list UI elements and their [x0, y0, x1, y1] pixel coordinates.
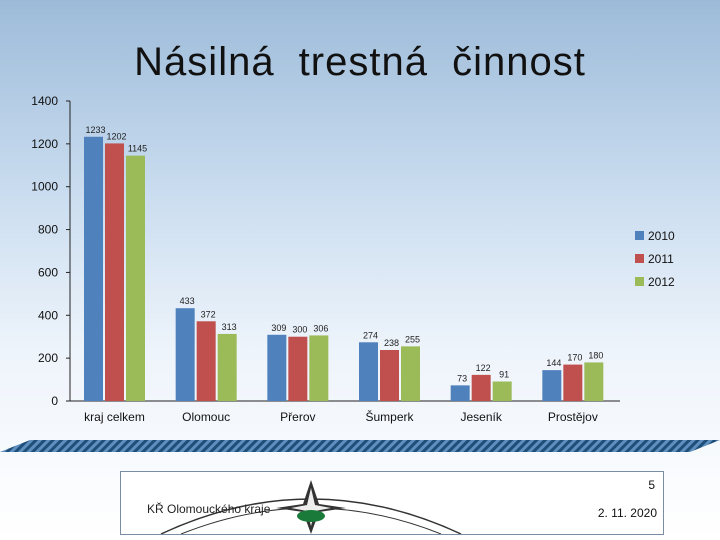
- data-label: 306: [313, 323, 328, 333]
- page-number: 5: [648, 478, 655, 492]
- y-axis: 0 200 400 600 800 1000 1200 1400: [31, 94, 620, 408]
- police-star-emblem: [160, 480, 462, 534]
- data-label: 122: [476, 363, 491, 373]
- bar: [309, 335, 329, 401]
- y-tick-label: 0: [51, 394, 58, 408]
- category-label: Prostějov: [548, 410, 598, 424]
- data-label: 144: [546, 358, 561, 368]
- legend-swatch: [635, 231, 644, 240]
- footer-box: KŘ Olomouckého kraje 5 2. 11. 2020: [120, 471, 664, 535]
- bar: [359, 342, 378, 401]
- bar: [401, 346, 420, 401]
- data-label: 309: [271, 323, 286, 333]
- bar: [471, 374, 491, 401]
- data-label: 180: [588, 350, 603, 360]
- bar: [196, 321, 216, 401]
- footer-stripe: [0, 440, 720, 452]
- data-label: 372: [201, 309, 216, 319]
- data-label: 274: [363, 330, 378, 340]
- legend-swatch: [635, 277, 644, 286]
- data-label: 1233: [85, 125, 105, 135]
- bar: [584, 362, 604, 401]
- y-tick-label: 200: [38, 351, 58, 365]
- bar: [288, 336, 308, 401]
- legend: 2010 2011 2012: [635, 229, 675, 289]
- bar: [126, 155, 145, 401]
- bar: [84, 136, 103, 402]
- bar: [450, 385, 470, 401]
- bar: [105, 143, 124, 401]
- y-tick-label: 800: [38, 223, 58, 237]
- bars: [84, 136, 604, 402]
- category-label: Jeseník: [460, 410, 502, 424]
- bar: [175, 308, 195, 401]
- data-label: 1145: [128, 144, 147, 154]
- legend-entry: 2011: [648, 252, 674, 266]
- legend-swatch: [635, 254, 644, 263]
- footer-date: 2. 11. 2020: [597, 506, 657, 520]
- data-label: 170: [567, 353, 582, 363]
- data-label: 300: [292, 325, 307, 335]
- y-tick-label: 1400: [31, 94, 58, 108]
- footer-organization: KŘ Olomouckého kraje: [147, 502, 271, 516]
- y-tick-label: 400: [38, 308, 58, 322]
- category-label: kraj celkem: [84, 410, 145, 424]
- category-label: Šumperk: [365, 409, 414, 424]
- bar: [492, 381, 512, 401]
- y-tick-label: 1000: [31, 180, 58, 194]
- bar: [542, 370, 562, 401]
- category-label: Olomouc: [182, 410, 230, 424]
- data-label: 433: [180, 296, 195, 306]
- data-label: 91: [499, 370, 509, 380]
- bar: [217, 333, 237, 401]
- slide-title: Násilná trestná činnost: [134, 40, 586, 84]
- y-tick-label: 1200: [31, 137, 58, 151]
- data-label: 255: [405, 334, 420, 344]
- bar: [267, 334, 287, 401]
- bar: [380, 350, 399, 401]
- data-label: 313: [222, 322, 237, 332]
- data-label: 238: [384, 338, 399, 348]
- x-axis-categories: kraj celkem Olomouc Přerov Šumperk Jeseník Pr…: [84, 409, 598, 424]
- category-label: Přerov: [280, 410, 315, 424]
- y-tick-label: 600: [38, 265, 58, 279]
- data-label: 73: [457, 373, 467, 383]
- data-label: 1202: [106, 131, 126, 141]
- legend-entry: 2012: [648, 275, 675, 289]
- legend-entry: 2010: [648, 229, 675, 243]
- bar: [563, 364, 583, 401]
